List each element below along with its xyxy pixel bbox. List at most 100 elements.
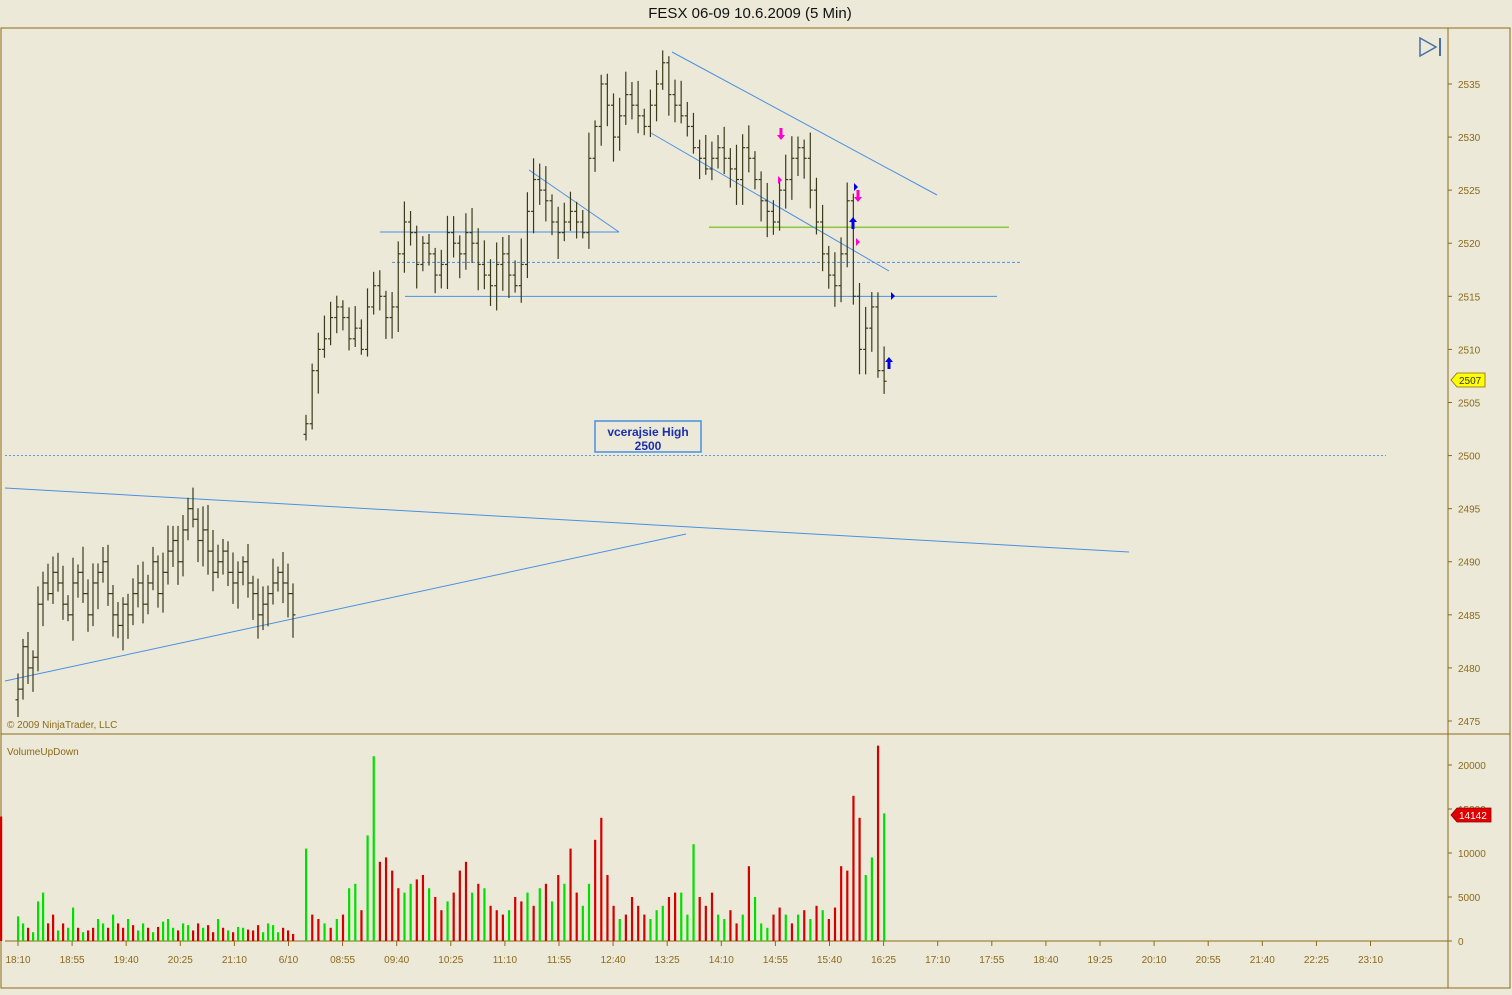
price-bar <box>75 564 81 598</box>
volume-bar <box>329 927 332 941</box>
price-bar <box>270 558 276 605</box>
annotation-line2: 2500 <box>635 439 662 453</box>
price-bar <box>580 210 586 239</box>
volume-bar <box>464 861 468 941</box>
price-bar <box>420 236 426 272</box>
arrow-stem <box>887 362 891 369</box>
arrow-stem <box>851 222 855 229</box>
time-axis: 18:10 18:55 19:40 20:25 21:10 6/10 08:55 09:40 1… <box>5 941 1383 966</box>
volume-bar <box>207 925 210 941</box>
price-bar <box>195 508 201 563</box>
time-tick-label: 17:10 <box>925 955 950 966</box>
volume-bar <box>137 930 140 941</box>
time-tick-label: 6/10 <box>279 955 299 966</box>
price-bar <box>371 271 377 315</box>
price-bar <box>160 552 166 613</box>
volume-bar <box>292 933 295 941</box>
volume-bar <box>384 857 388 941</box>
price-bar <box>365 288 370 357</box>
price-axis: 2475 2480 2485 2490 2495 2500 2505 2510 2515 2520… <box>1448 80 1481 728</box>
price-bar <box>592 120 598 172</box>
price-tick-label: 2510 <box>1458 345 1481 356</box>
time-tick-label: 21:10 <box>222 955 247 966</box>
volume-bar <box>197 923 200 941</box>
price-bar <box>55 552 61 592</box>
volume-bar <box>501 914 504 941</box>
signal-triangle-icon <box>856 238 860 246</box>
volume-bar <box>606 875 609 941</box>
price-bar <box>475 228 481 291</box>
price-bar <box>690 112 696 154</box>
price-bar <box>220 538 226 575</box>
volume-bar <box>471 892 474 941</box>
time-tick-label: 14:55 <box>763 955 788 966</box>
price-bar <box>549 194 555 236</box>
volume-bar <box>821 910 824 941</box>
volume-bar <box>717 914 720 941</box>
last-volume-value: 14142 <box>1459 811 1487 822</box>
volume-bar <box>262 932 265 941</box>
trend-lines <box>4 51 1386 682</box>
price-bar <box>389 292 395 339</box>
volume-bar <box>142 923 145 941</box>
channel-upper-line <box>671 51 938 196</box>
price-bar <box>426 233 432 266</box>
flag-line-upper <box>528 169 620 233</box>
price-bar <box>623 71 629 125</box>
annotation-line1: vcerajsie High <box>607 425 688 439</box>
volume-bar <box>335 919 338 941</box>
price-bar <box>697 139 703 180</box>
volume-bar <box>82 932 85 941</box>
price-bar <box>105 544 111 606</box>
price-bar <box>709 141 715 181</box>
price-bar <box>635 80 641 134</box>
volume-bar <box>92 927 95 941</box>
volume-bar <box>833 907 837 941</box>
price-bar <box>863 306 869 375</box>
volume-bar <box>526 892 529 941</box>
volume-bar <box>247 929 250 941</box>
price-bar <box>170 525 176 567</box>
price-bar <box>647 89 653 138</box>
price-bar <box>40 571 46 627</box>
volume-bar <box>409 883 412 941</box>
price-bar <box>715 135 721 169</box>
volume-bar <box>686 914 689 941</box>
price-bar <box>764 182 770 238</box>
volume-bar <box>655 910 658 941</box>
price-bar <box>334 295 340 334</box>
volume-bar <box>630 897 634 941</box>
price-bar <box>770 200 776 235</box>
time-tick-label: 23:10 <box>1358 955 1383 966</box>
price-bar <box>740 134 746 205</box>
price-bar <box>225 541 231 587</box>
volume-bar <box>643 914 646 941</box>
annotation-box[interactable]: vcerajsie High 2500 <box>594 420 702 453</box>
price-bar <box>518 238 524 303</box>
price-bar <box>200 506 206 567</box>
signal-triangle-icon <box>778 176 782 184</box>
volume-bar <box>753 897 757 941</box>
price-bar <box>377 270 383 311</box>
volume-bar <box>698 897 701 941</box>
price-bar <box>180 515 186 577</box>
price-bar <box>315 332 321 394</box>
volume-bar <box>192 930 195 941</box>
price-tick-label: 2490 <box>1458 558 1481 569</box>
price-bar <box>175 525 181 585</box>
volume-tick-label: 5000 <box>1458 893 1481 904</box>
volume-bar <box>282 927 285 941</box>
volume-bar <box>624 914 627 941</box>
price-bar <box>617 97 623 151</box>
volume-bar <box>397 888 400 941</box>
volume-bar <box>741 914 744 941</box>
price-tick-label: 2520 <box>1458 239 1481 250</box>
volume-bar <box>852 795 855 941</box>
last-volume-badge: 14142 <box>1450 807 1492 823</box>
volume-tick-label: 10000 <box>1458 849 1486 860</box>
scroll-to-end-icon[interactable] <box>1419 36 1441 58</box>
price-bar <box>100 546 106 583</box>
volume-bar <box>876 745 880 941</box>
volume-bar <box>581 905 584 941</box>
